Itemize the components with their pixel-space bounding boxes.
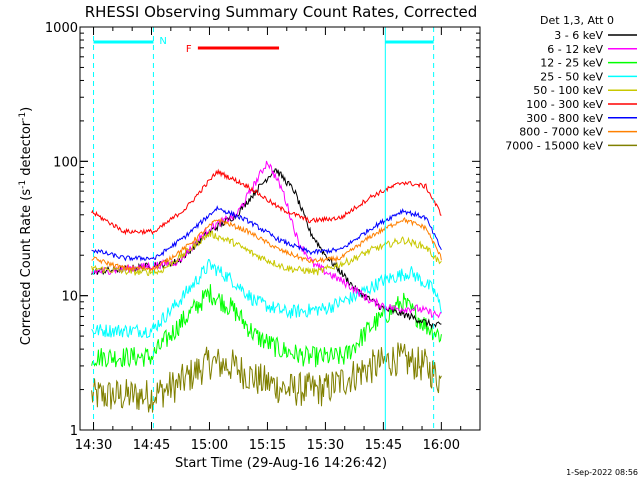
y-tick-label: 1 xyxy=(70,424,78,439)
flare-label: F xyxy=(186,44,192,55)
timestamp: 1-Sep-2022 08:56 xyxy=(566,468,638,477)
legend-label-3: 25 - 50 keV xyxy=(540,70,603,83)
annotations: NF xyxy=(93,27,435,430)
x-tick-label: 14:30 xyxy=(75,438,112,453)
x-tick-label: 15:30 xyxy=(307,438,344,453)
y-axis-label-end: ) xyxy=(19,107,34,112)
night-label: N xyxy=(159,36,166,47)
series-line-2 xyxy=(91,284,442,368)
x-tick-label: 14:45 xyxy=(133,438,170,453)
y-tick-label: 10 xyxy=(61,290,78,305)
series-line-1 xyxy=(91,160,442,319)
legend-label-8: 7000 - 15000 keV xyxy=(505,139,603,152)
legend-label-6: 300 - 800 keV xyxy=(526,112,603,125)
legend-label-7: 800 - 7000 keV xyxy=(519,126,603,139)
series-line-6 xyxy=(91,205,442,262)
series-line-7 xyxy=(91,217,442,272)
series-line-0 xyxy=(91,168,442,330)
series-line-4 xyxy=(91,230,442,276)
x-tick-label: 15:45 xyxy=(365,438,402,453)
x-tick-label: 15:15 xyxy=(249,438,286,453)
y-axis-label-sup1: -1 xyxy=(18,180,28,189)
y-tick-label: 1000 xyxy=(45,21,78,36)
y-axis-label-sup2: -1 xyxy=(18,112,28,121)
plot-frame xyxy=(79,26,481,431)
y-axis-label-main: Corrected Count Rate (s xyxy=(19,189,34,346)
series-line-8 xyxy=(91,342,442,413)
x-tick-label: 15:00 xyxy=(191,438,228,453)
series-line-5 xyxy=(91,168,442,236)
y-tick-label: 100 xyxy=(53,155,78,170)
legend-label-2: 12 - 25 keV xyxy=(540,57,603,70)
legend-label-1: 6 - 12 keV xyxy=(547,43,603,56)
legend-label-5: 100 - 300 keV xyxy=(526,98,603,111)
legend-label-4: 50 - 100 keV xyxy=(533,84,603,97)
series-line-3 xyxy=(91,258,442,339)
legend-title: Det 1,3, Att 0 xyxy=(540,14,614,27)
x-tick-label: 16:00 xyxy=(423,438,460,453)
y-axis-label: Corrected Count Rate (s-1 detector-1) xyxy=(18,107,34,345)
axes: 1 10 100 1000 14:30 14:45 15:00 15:15 15:30 15:45… xyxy=(45,21,481,453)
chart-title: RHESSI Observing Summary Count Rates, Co… xyxy=(85,3,478,21)
y-axis-label-mid: detector xyxy=(19,120,34,180)
legend-label-0: 3 - 6 keV xyxy=(554,29,603,42)
plot-area xyxy=(91,160,442,413)
x-axis-label: Start Time (29-Aug-16 14:26:42) xyxy=(175,456,387,471)
